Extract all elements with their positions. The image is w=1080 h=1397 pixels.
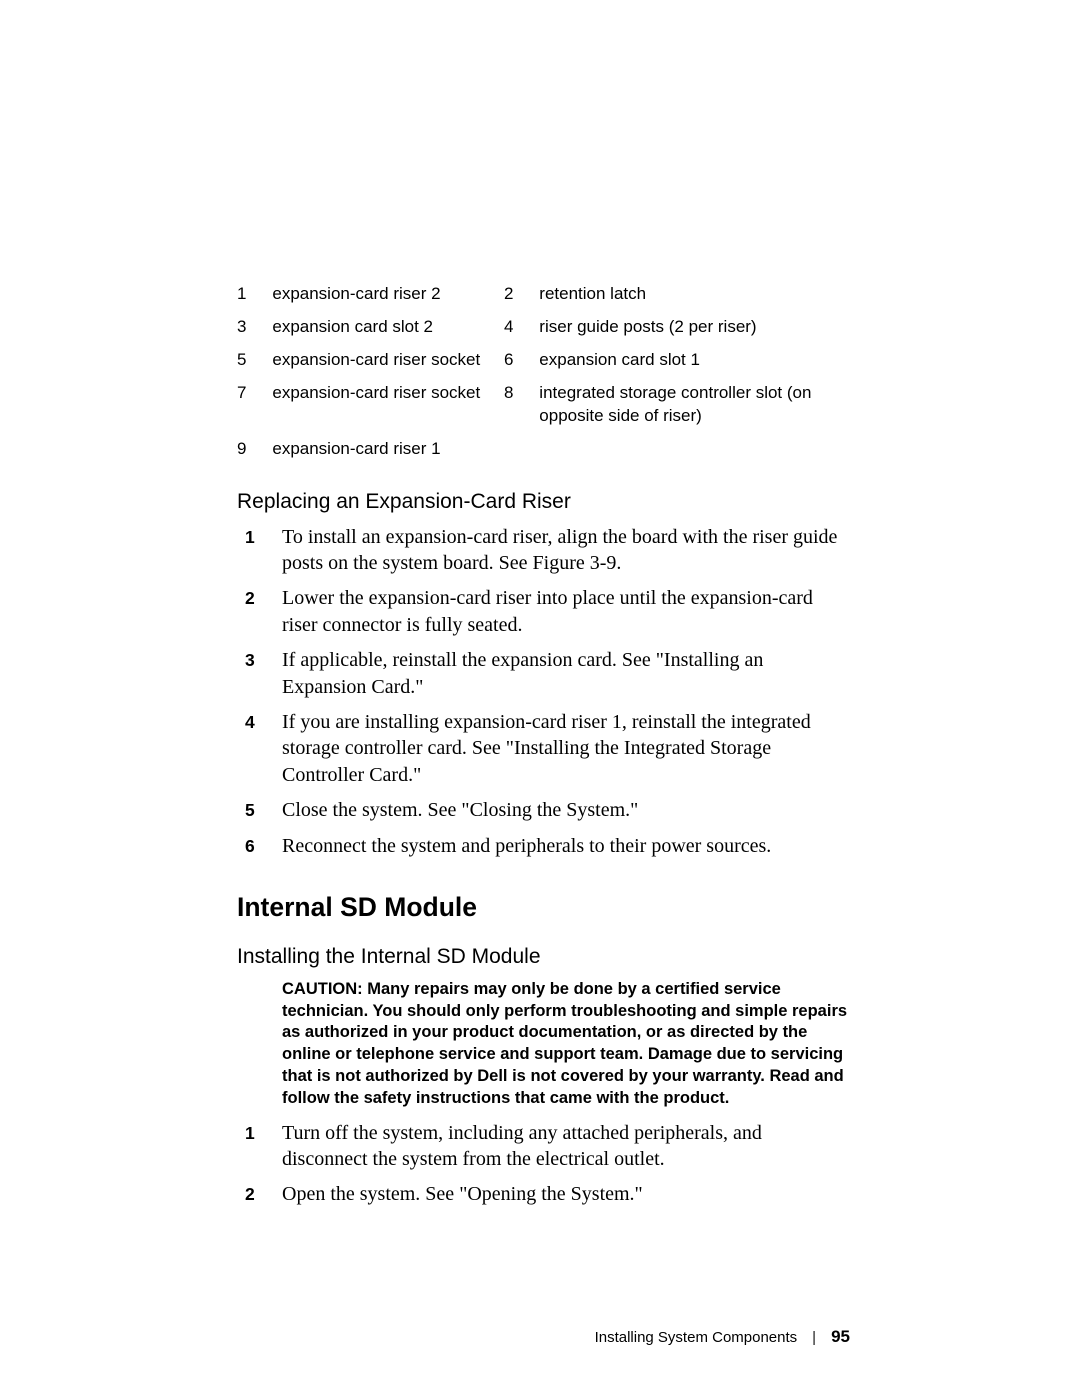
step-number: 1 [245, 1120, 255, 1146]
footer-section-title: Installing System Components [595, 1329, 798, 1346]
legend-text: expansion card slot 1 [539, 344, 832, 377]
step-number: 6 [245, 833, 255, 859]
legend-num: 5 [237, 344, 272, 377]
procedure-step: 2 Open the system. See "Opening the Syst… [237, 1181, 850, 1207]
procedure-step: 2 Lower the expansion-card riser into pl… [237, 585, 850, 638]
legend-text: integrated storage controller slot (on o… [539, 377, 832, 433]
legend-row: 9 expansion-card riser 1 [237, 433, 832, 466]
legend-text: retention latch [539, 278, 832, 311]
procedure-replacing-riser: 1 To install an expansion-card riser, al… [237, 524, 850, 859]
footer-page-number: 95 [831, 1327, 850, 1347]
legend-text: expansion card slot 2 [272, 311, 504, 344]
legend-row: 3 expansion card slot 2 4 riser guide po… [237, 311, 832, 344]
step-text: Open the system. See "Opening the System… [282, 1183, 643, 1205]
procedure-step: 4 If you are installing expansion-card r… [237, 709, 850, 788]
legend-num: 7 [237, 377, 272, 433]
step-text: If applicable, reinstall the expansion c… [282, 649, 763, 697]
legend-text: expansion-card riser 1 [272, 433, 504, 466]
step-text: If you are installing expansion-card ris… [282, 711, 811, 786]
figure-legend-table: 1 expansion-card riser 2 2 retention lat… [237, 278, 832, 466]
step-text: Reconnect the system and peripherals to … [282, 835, 771, 857]
heading-internal-sd-module: Internal SD Module [237, 892, 850, 923]
legend-text: riser guide posts (2 per riser) [539, 311, 832, 344]
legend-body: 1 expansion-card riser 2 2 retention lat… [237, 278, 832, 466]
legend-num: 2 [504, 278, 539, 311]
legend-row: 5 expansion-card riser socket 6 expansio… [237, 344, 832, 377]
caution-text: CAUTION: Many repairs may only be done b… [282, 979, 850, 1110]
caution-wrap: CAUTION: Many repairs may only be done b… [237, 979, 850, 1110]
legend-num: 6 [504, 344, 539, 377]
legend-num: 3 [237, 311, 272, 344]
legend-row: 1 expansion-card riser 2 2 retention lat… [237, 278, 832, 311]
step-number: 5 [245, 797, 255, 823]
legend-num: 1 [237, 278, 272, 311]
procedure-step: 6 Reconnect the system and peripherals t… [237, 833, 850, 859]
step-number: 2 [245, 585, 255, 611]
subheading-replacing-riser: Replacing an Expansion-Card Riser [237, 490, 850, 514]
procedure-step: 1 Turn off the system, including any att… [237, 1120, 850, 1173]
legend-text: expansion-card riser socket [272, 344, 504, 377]
step-number: 1 [245, 524, 255, 550]
legend-num: 8 [504, 377, 539, 433]
legend-num [504, 433, 539, 466]
procedure-step: 1 To install an expansion-card riser, al… [237, 524, 850, 577]
procedure-step: 3 If applicable, reinstall the expansion… [237, 647, 850, 700]
step-number: 3 [245, 647, 255, 673]
step-text: Lower the expansion-card riser into plac… [282, 587, 813, 635]
procedure-step: 5 Close the system. See "Closing the Sys… [237, 797, 850, 823]
legend-text [539, 433, 832, 466]
step-text: To install an expansion-card riser, alig… [282, 526, 837, 574]
page: 1 expansion-card riser 2 2 retention lat… [0, 0, 1080, 1397]
step-text: Close the system. See "Closing the Syste… [282, 799, 638, 821]
page-footer: Installing System Components | 95 [595, 1327, 850, 1347]
subheading-installing-sd: Installing the Internal SD Module [237, 945, 850, 969]
legend-num: 9 [237, 433, 272, 466]
step-number: 2 [245, 1181, 255, 1207]
legend-num: 4 [504, 311, 539, 344]
procedure-installing-sd: 1 Turn off the system, including any att… [237, 1120, 850, 1208]
footer-separator: | [812, 1329, 816, 1346]
legend-text: expansion-card riser 2 [272, 278, 504, 311]
legend-text: expansion-card riser socket [272, 377, 504, 433]
step-number: 4 [245, 709, 255, 735]
legend-row: 7 expansion-card riser socket 8 integrat… [237, 377, 832, 433]
step-text: Turn off the system, including any attac… [282, 1122, 762, 1170]
